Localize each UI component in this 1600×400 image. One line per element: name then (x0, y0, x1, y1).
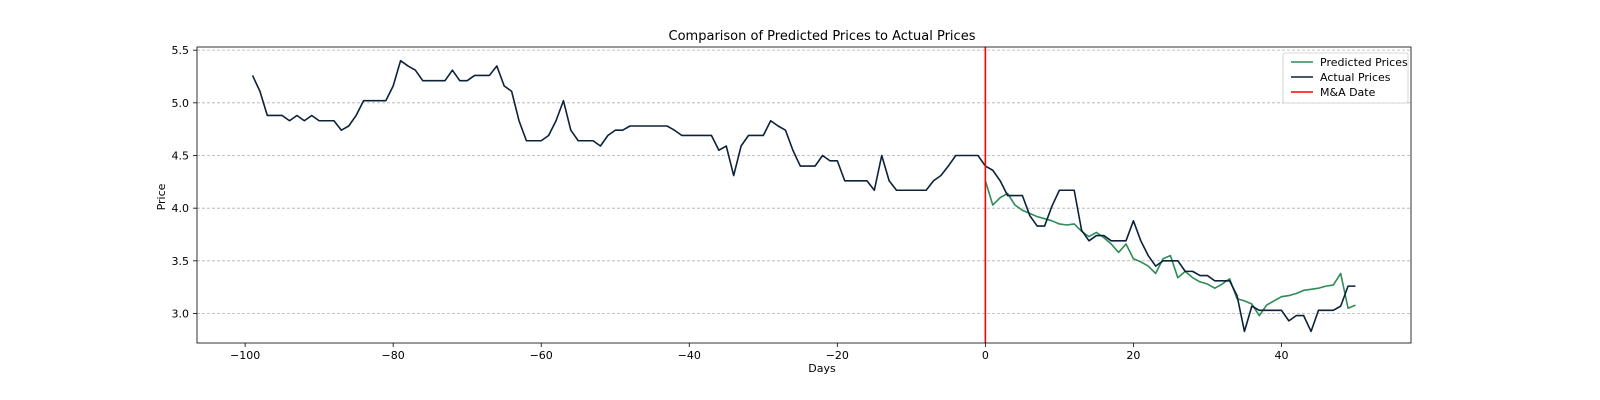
y-tick-label-5: 5.5 (172, 44, 190, 57)
y-tick-label-3: 4.5 (172, 149, 190, 162)
y-axis-label: Price (155, 183, 168, 210)
x-tick-label-0: −100 (230, 349, 260, 362)
x-tick-label-4: −20 (826, 349, 849, 362)
x-tick-label-7: 40 (1274, 349, 1288, 362)
x-tick-label-5: 0 (982, 349, 989, 362)
x-tick-label-1: −80 (382, 349, 405, 362)
x-axis-label: Days (808, 362, 836, 375)
legend-label-actual: Actual Prices (1320, 71, 1391, 84)
series-actual-prices-line (251, 59, 1356, 333)
legend-label-predicted: Predicted Prices (1320, 56, 1408, 69)
legend-label-ma-date: M&A Date (1320, 86, 1376, 99)
x-tick-label-3: −40 (678, 349, 701, 362)
legend-box (1282, 52, 1409, 104)
chart-title: Comparison of Predicted Prices to Actual… (669, 29, 976, 44)
x-tick-label-2: −60 (530, 349, 553, 362)
y-tick-label-4: 5.0 (172, 97, 190, 110)
y-tick-label-0: 3.0 (172, 308, 190, 321)
plot-frame (196, 46, 1412, 344)
plot-layer (251, 47, 1356, 343)
y-tick-label-2: 4.0 (172, 202, 190, 215)
legend: Predicted Prices Actual Prices M&A Date (1282, 52, 1409, 104)
grid-layer (197, 49, 1411, 314)
x-tick-label-6: 20 (1126, 349, 1140, 362)
y-tick-label-1: 3.5 (172, 255, 190, 268)
tick-layer: −100 −80 −60 −40 −20 0 20 40 3.0 3.5 4.0 4.5 5.0 5.5 (172, 44, 1289, 362)
